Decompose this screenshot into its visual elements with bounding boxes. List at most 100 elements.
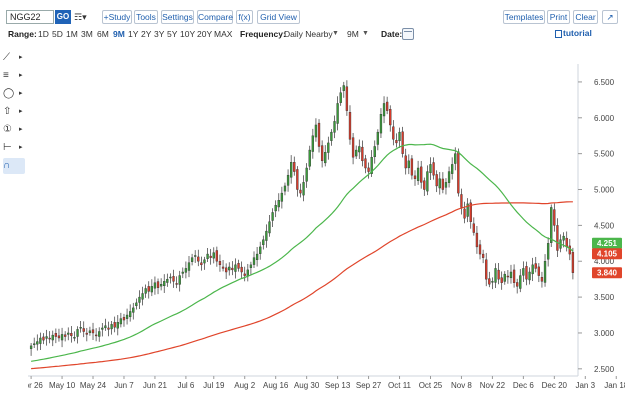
candle — [562, 235, 565, 241]
chevron-down-icon[interactable]: ▼ — [332, 30, 339, 37]
frequency-select[interactable]: Daily Nearby — [284, 29, 333, 39]
settings-button[interactable]: Settings — [161, 10, 194, 24]
calendar-icon[interactable] — [402, 28, 414, 40]
fibonacci-tool-icon[interactable]: ≡ ▸ — [3, 70, 23, 81]
x-tick-label: Sep 13 — [325, 381, 351, 390]
chart-svg: 2.500 3.000 3.500 4.000 4.500 5.000 5.500 6.000… — [19, 64, 625, 390]
candle — [252, 257, 256, 265]
range-20y[interactable]: 20Y — [197, 29, 213, 39]
range-3m[interactable]: 3M — [81, 29, 93, 39]
candle — [144, 288, 147, 294]
range-1y[interactable]: 1Y — [128, 29, 139, 39]
candle — [416, 167, 420, 181]
print-button[interactable]: Print — [547, 10, 570, 24]
candle — [268, 221, 271, 234]
line-tool-icon[interactable]: ⟋ ▸ — [3, 52, 23, 63]
candle — [407, 160, 410, 169]
tools-button[interactable]: Tools — [134, 10, 158, 24]
candle — [358, 146, 361, 153]
candle — [231, 267, 234, 271]
candle — [426, 171, 429, 192]
candle — [565, 237, 568, 248]
y-tick-label: 5.000 — [594, 186, 615, 195]
candle — [491, 281, 494, 283]
expand-icon[interactable]: ↗ — [602, 10, 618, 24]
magnet-tool-icon[interactable]: ∩ — [3, 158, 25, 174]
number-tool-icon[interactable]: ① ▸ — [3, 124, 23, 135]
shape-tool-icon[interactable]: ◯ ▸ — [3, 88, 23, 99]
candle — [450, 164, 454, 174]
candle — [345, 86, 349, 111]
range-1m[interactable]: 1M — [66, 29, 78, 39]
range-10y[interactable]: 10Y — [180, 29, 196, 39]
symbol-input[interactable] — [6, 10, 54, 24]
candle — [203, 259, 206, 264]
candle — [150, 286, 154, 293]
candle — [70, 332, 73, 337]
candle — [317, 122, 321, 147]
arrow-tool-icon[interactable]: ⇧ ▸ — [3, 106, 23, 117]
range-9m[interactable]: 9M — [113, 29, 125, 39]
templates-button[interactable]: Templates — [503, 10, 545, 24]
candle — [410, 158, 414, 176]
tutorial-link[interactable]: tutorial — [563, 28, 592, 38]
measure-tool-icon[interactable]: ⊢ ▸ — [3, 142, 23, 153]
candle — [39, 337, 42, 344]
range-1d[interactable]: 1D — [38, 29, 49, 39]
candle — [98, 331, 101, 337]
candle — [556, 225, 559, 251]
candle — [79, 327, 82, 329]
range-2y[interactable]: 2Y — [141, 29, 152, 39]
x-tick-label: Aug 2 — [234, 381, 255, 390]
top-toolbar: GO ☶▾ +Study Tools Settings Compare f(x)… — [0, 0, 625, 26]
candle — [454, 153, 457, 164]
candle — [141, 293, 144, 300]
candle — [488, 278, 491, 285]
tutorial-icon[interactable] — [555, 30, 562, 38]
candle — [82, 328, 85, 332]
candle — [76, 329, 79, 337]
price-chart[interactable]: 2.500 3.000 3.500 4.000 4.500 5.000 5.500 6.000… — [19, 64, 625, 394]
candle — [503, 273, 506, 282]
range-5y[interactable]: 5Y — [167, 29, 178, 39]
range-3y[interactable]: 3Y — [154, 29, 165, 39]
range-6m[interactable]: 6M — [97, 29, 109, 39]
candle — [138, 296, 141, 303]
clear-button[interactable]: Clear — [573, 10, 598, 24]
candle — [330, 131, 333, 141]
candle — [237, 263, 240, 269]
candle — [348, 112, 352, 140]
candle — [48, 337, 51, 340]
candle — [516, 282, 519, 287]
interval-select[interactable]: 9M — [347, 29, 359, 39]
grid-view-button[interactable]: Grid View — [257, 10, 300, 24]
compare-button[interactable]: Compare — [197, 10, 233, 24]
x-tick-label: Oct 11 — [388, 381, 412, 390]
candlestick-icon[interactable]: ☶▾ — [74, 12, 87, 22]
study-button[interactable]: +Study — [102, 10, 132, 24]
range-5d[interactable]: 5D — [52, 29, 63, 39]
fx-button[interactable]: f(x) — [236, 10, 253, 24]
candle — [444, 182, 448, 188]
range-bar: Range: 1D 5D 1M 3M 6M 9M 1Y 2Y 3Y 5Y 10Y… — [0, 27, 625, 41]
candle — [311, 135, 314, 152]
candle — [224, 267, 228, 273]
candle — [94, 334, 98, 337]
candle — [367, 167, 370, 172]
candle — [543, 261, 547, 283]
candle — [398, 131, 401, 142]
candle — [469, 202, 472, 222]
candle — [197, 256, 200, 262]
candle — [457, 151, 460, 194]
range-max[interactable]: MAX — [214, 29, 233, 39]
go-button[interactable]: GO — [55, 10, 71, 24]
candle — [125, 314, 129, 319]
candle — [385, 101, 389, 111]
candle — [373, 146, 376, 158]
chevron-down-icon[interactable]: ▼ — [362, 30, 369, 37]
candle — [519, 275, 522, 289]
candle — [466, 203, 469, 217]
range-label: Range: — [8, 29, 37, 39]
candle — [187, 262, 191, 271]
x-tick-label: Jun 21 — [143, 381, 168, 390]
